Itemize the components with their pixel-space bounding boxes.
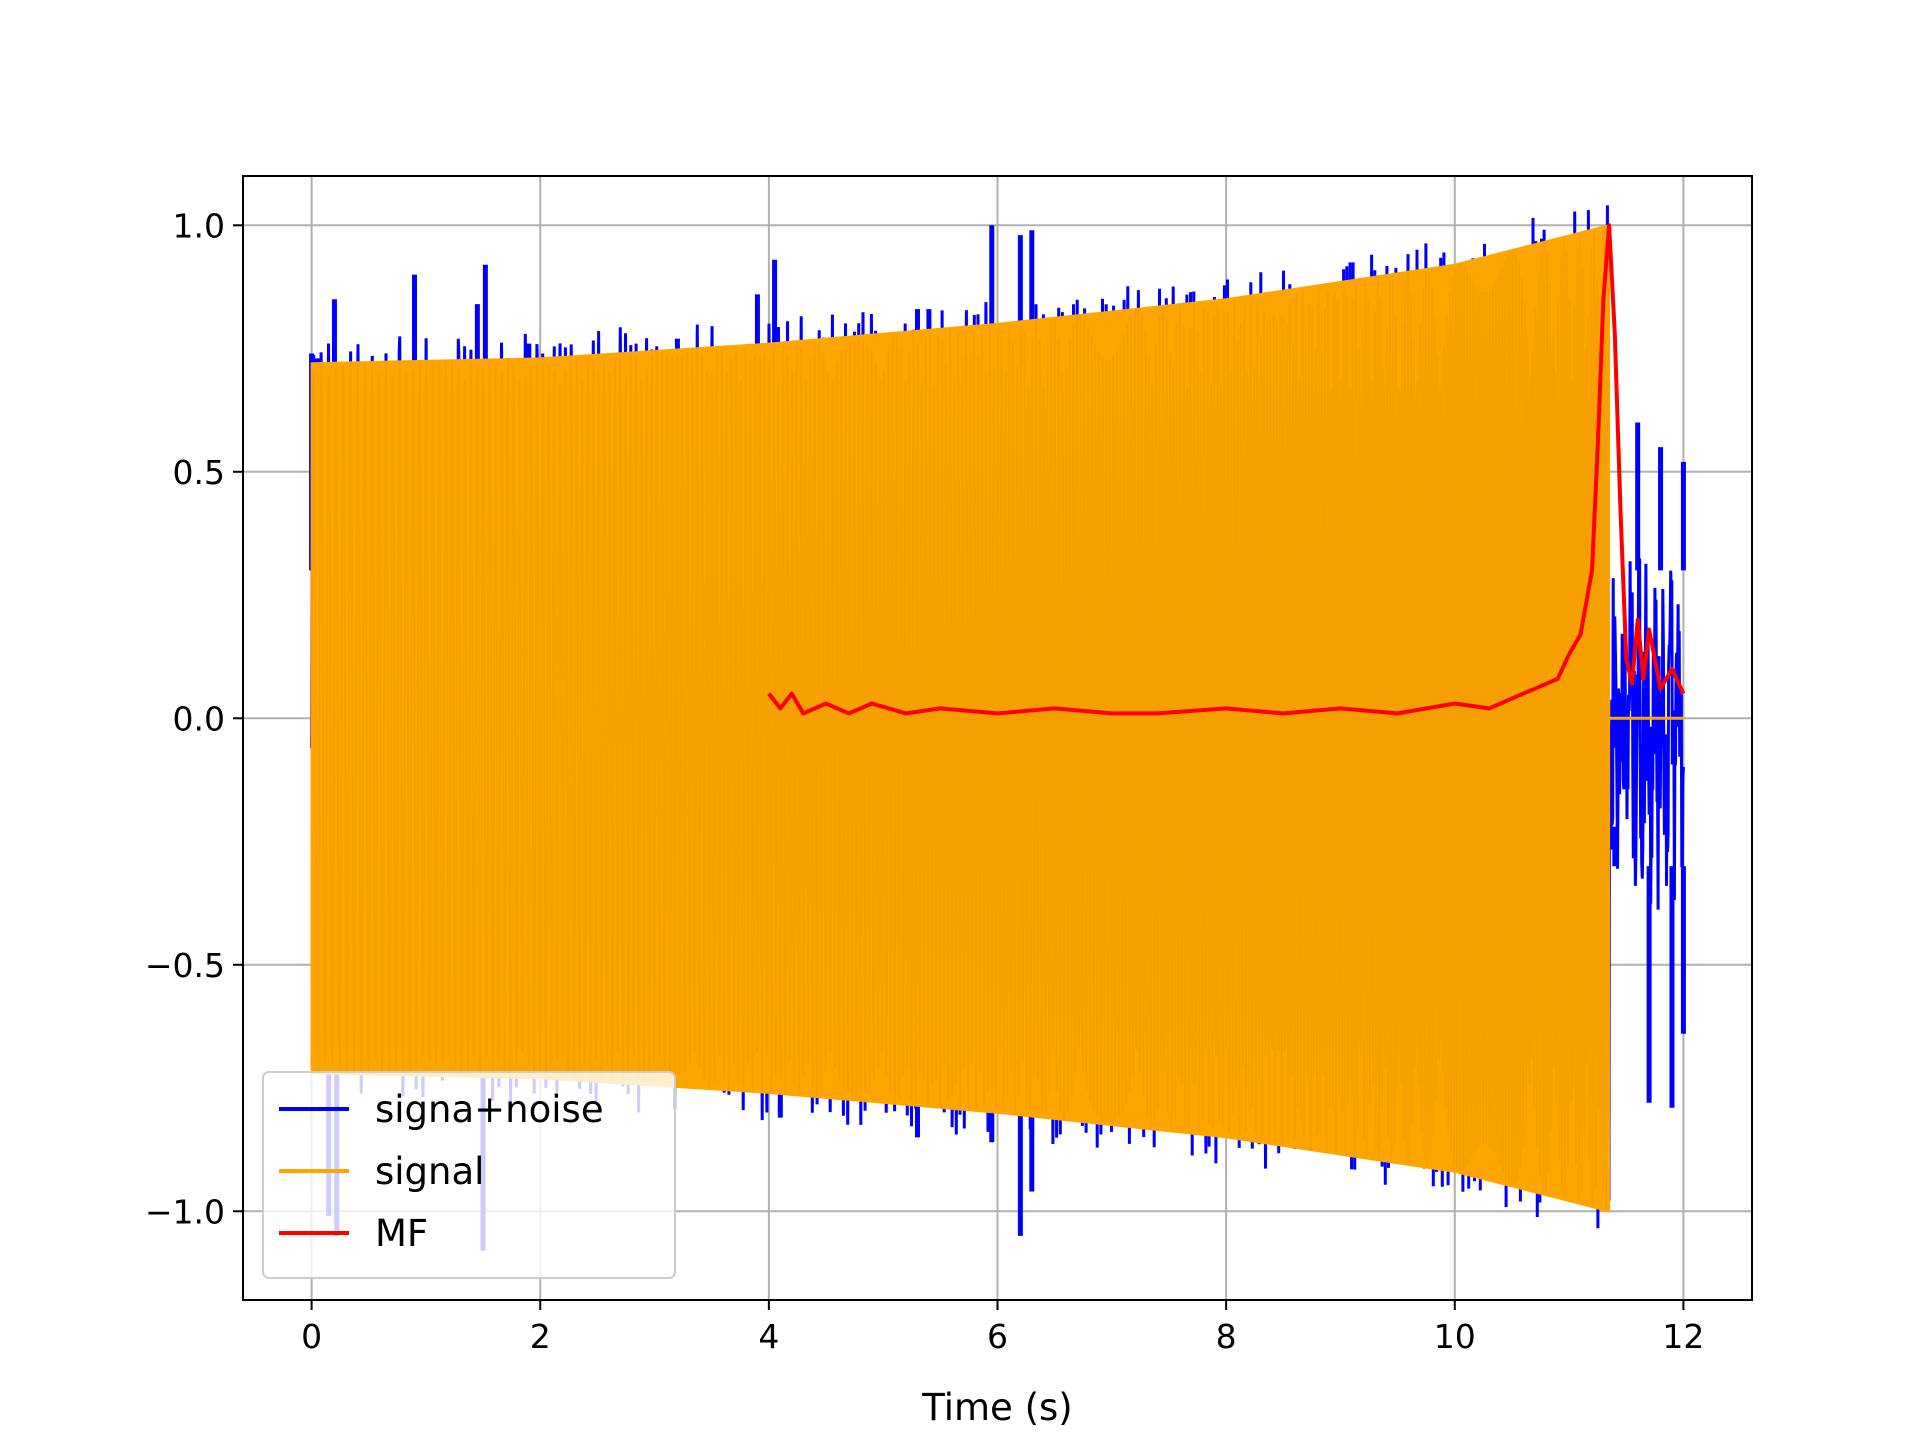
- y-tick-label: −1.0: [145, 1192, 225, 1231]
- series-line-signal: [310, 227, 1611, 1206]
- x-axis-title: Time (s): [921, 1386, 1072, 1429]
- legend-label: signal: [375, 1150, 484, 1193]
- legend: signa+noise signal MF: [262, 1071, 676, 1279]
- x-tick-label: 10: [1434, 1317, 1476, 1356]
- legend-label: MF: [375, 1212, 428, 1255]
- x-tick-label: 4: [758, 1317, 779, 1356]
- series-line-mf: [767, 223, 1686, 716]
- ticks: 0 2 4 6 8 10 12 −1.0 −0.5 0.0 0.5 1.0: [145, 206, 1705, 1356]
- y-tick-label: −0.5: [145, 946, 225, 985]
- x-tick-label: 2: [530, 1317, 551, 1356]
- y-tick-label: 1.0: [173, 206, 225, 245]
- legend-box: [262, 1071, 676, 1279]
- x-tick-label: 12: [1662, 1317, 1704, 1356]
- y-tick-label: 0.0: [173, 699, 225, 738]
- x-tick-label: 0: [301, 1317, 322, 1356]
- x-tick-label: 6: [987, 1317, 1008, 1356]
- legend-label: signa+noise: [375, 1088, 604, 1131]
- series-layer: [309, 205, 1686, 1251]
- y-tick-label: 0.5: [173, 453, 225, 492]
- x-tick-label: 8: [1216, 1317, 1237, 1356]
